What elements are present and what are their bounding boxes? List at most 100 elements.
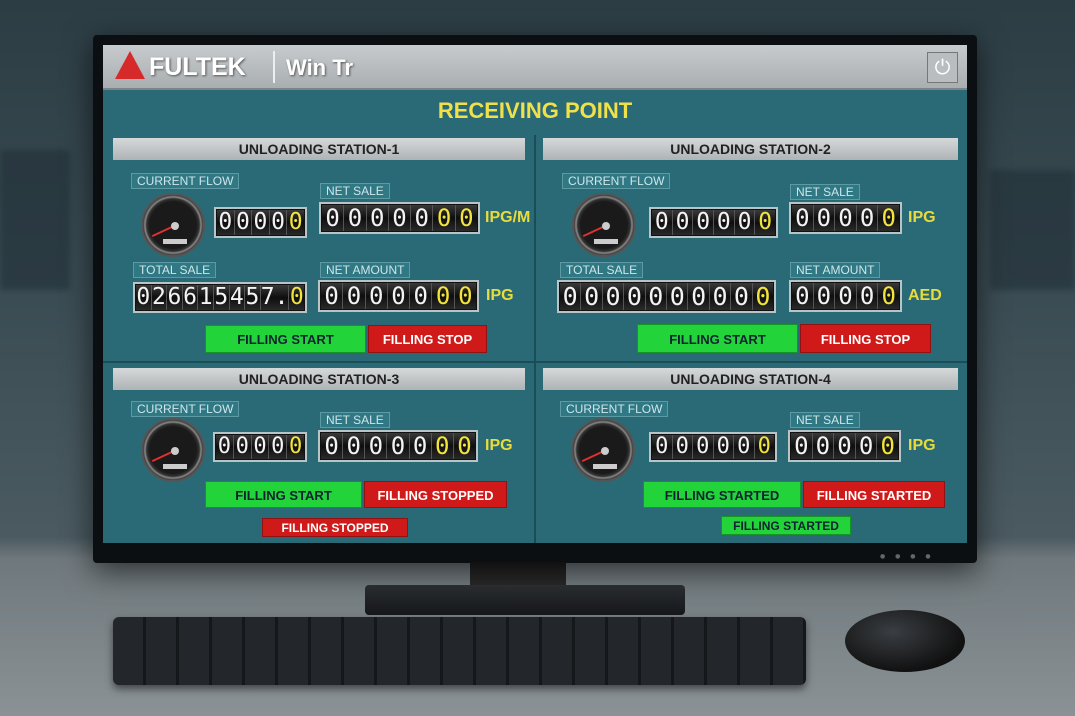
counter-digit: 0	[624, 283, 646, 310]
counter-digit: 0	[366, 205, 389, 231]
app-header: FULTEK Win Tr ⏻	[103, 45, 967, 90]
counter-digit: 0	[714, 210, 735, 235]
filling-start-button[interactable]: FILLING START	[205, 481, 362, 508]
counter-digit: 0	[453, 433, 475, 459]
counter-digit: 0	[251, 435, 270, 459]
counter-digit: 0	[878, 205, 899, 231]
gauge-disp	[163, 239, 187, 244]
filling-start-button[interactable]: FILLING STARTED	[643, 481, 801, 508]
counter-digit: 0	[856, 283, 879, 309]
counter-digit: 0	[409, 433, 432, 459]
net-sale-unit: IPG/M	[485, 209, 531, 226]
counter-digit: 0	[343, 433, 366, 459]
background-window	[990, 170, 1075, 290]
counter-digit: 7.	[260, 284, 290, 310]
page-title: RECEIVING POINT	[437, 98, 633, 123]
net-amount-unit: IPG	[486, 287, 514, 304]
hmi-screen: FULTEK Win Tr ⏻ RECEIVING POINT UNLOADIN…	[103, 45, 967, 543]
brand-name: FULTEK	[149, 53, 246, 81]
panel-divider	[103, 361, 967, 363]
counter-digit: 0	[645, 283, 668, 310]
counter-digit: 0	[454, 283, 476, 309]
counter-digit: 0	[693, 435, 714, 459]
header-divider	[273, 51, 275, 83]
counter-digit: 0	[136, 284, 152, 310]
counter-digit: 2	[151, 284, 168, 310]
total-sale-counter: 0 2 6 6 1 5 4 5 7. 0	[133, 282, 307, 313]
counter-digit: 0	[652, 210, 673, 235]
counter-digit: 0	[672, 435, 693, 459]
total-sale-label: TOTAL SALE	[560, 262, 644, 278]
counter-digit: 0	[672, 210, 694, 235]
net-amount-label: NET AMOUNT	[790, 262, 881, 278]
gauge-hub	[602, 222, 610, 230]
counter-digit: 0	[560, 283, 582, 310]
fultek-logo-icon	[115, 51, 145, 79]
counter-digit: 0	[289, 284, 305, 310]
station-header: UNLOADING STATION-3	[113, 368, 525, 390]
gauge-hub	[171, 447, 179, 455]
keyboard	[113, 617, 806, 685]
counter-digit: 0	[287, 434, 304, 459]
monitor-stand-base	[365, 585, 685, 615]
filling-stop-button[interactable]: FILLING STOPPED	[364, 481, 507, 508]
net-sale-label: NET SALE	[320, 183, 390, 199]
filling-stop-button[interactable]: FILLING STOP	[800, 324, 931, 353]
station-header: UNLOADING STATION-2	[543, 138, 958, 160]
net-sale-unit: IPG	[908, 437, 936, 454]
filling-start-button[interactable]: FILLING START	[637, 324, 798, 353]
counter-digit: 0	[322, 205, 345, 231]
counter-digit: 0	[734, 210, 756, 235]
filling-start-button[interactable]: FILLING START	[205, 325, 366, 353]
counter-digit: 0	[878, 283, 899, 309]
counter-digit: 0	[755, 210, 776, 235]
counter-digit: 0	[581, 283, 603, 310]
counter-digit: 0	[388, 205, 412, 231]
net-sale-unit: IPG	[485, 437, 513, 454]
counter-digit: 0	[216, 435, 234, 459]
current-flow-label: CURRENT FLOW	[560, 401, 669, 417]
gauge-hub	[601, 447, 609, 455]
counter-digit: 0	[365, 283, 388, 309]
gauge-hub	[171, 222, 179, 230]
counter-digit: 0	[233, 435, 252, 459]
filling-stop-button[interactable]: FILLING STARTED	[803, 481, 945, 508]
counter-digit: 0	[693, 210, 715, 235]
counter-digit: 0	[754, 435, 774, 459]
counter-digit: 0	[734, 435, 755, 459]
counter-digit: 1	[198, 284, 214, 310]
counter-digit: 0	[834, 433, 856, 459]
gauge-disp	[163, 464, 187, 469]
power-button[interactable]: ⏻	[927, 52, 958, 83]
background-window	[0, 150, 70, 290]
counter-digit: 6	[182, 284, 199, 310]
counter-digit: 0	[877, 433, 898, 459]
counter-digit: 0	[321, 283, 344, 309]
net-sale-label: NET SALE	[320, 412, 390, 428]
counter-digit: 0	[343, 283, 366, 309]
filling-stop-button[interactable]: FILLING STOP	[368, 325, 487, 353]
counter-digit: 5	[213, 284, 230, 310]
counter-digit: 0	[835, 205, 857, 231]
counter-digit: 0	[855, 433, 878, 459]
counter-digit: 0	[234, 210, 253, 235]
counter-digit: 0	[752, 283, 774, 310]
filling-status-indicator: FILLING STARTED	[721, 516, 851, 535]
counter-digit: 4	[229, 284, 246, 310]
counter-digit: 0	[269, 210, 288, 235]
app-name: Win Tr	[286, 55, 354, 80]
counter-digit: 0	[432, 283, 455, 309]
counter-digit: 0	[321, 433, 344, 459]
counter-digit: 0	[652, 435, 673, 459]
counter-digit: 0	[387, 433, 410, 459]
flow-gauge-icon	[571, 418, 635, 482]
counter-digit: 0	[411, 205, 434, 231]
counter-digit: 0	[813, 205, 836, 231]
